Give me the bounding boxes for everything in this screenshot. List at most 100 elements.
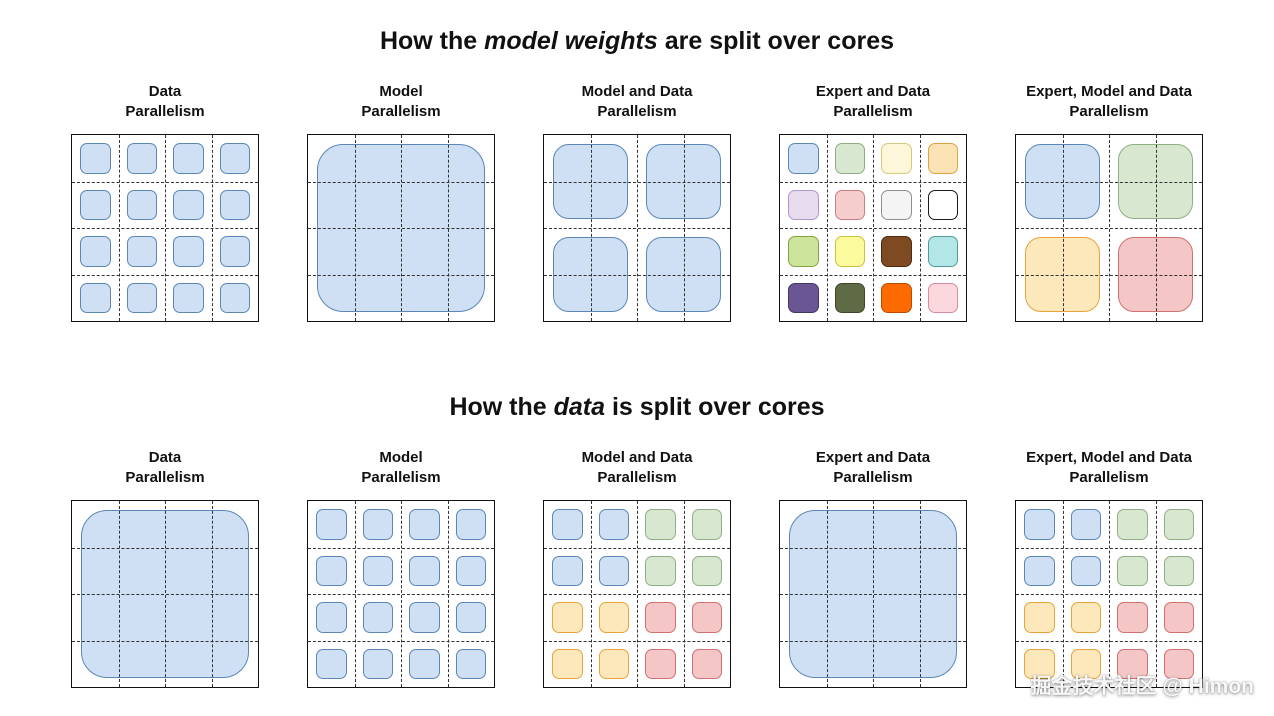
core-square-blue xyxy=(409,602,440,633)
core-square-red xyxy=(645,648,676,679)
core-square-blue xyxy=(219,282,250,313)
panel-label: Model and Data Parallelism xyxy=(581,449,693,486)
core-square-blue xyxy=(1025,144,1100,219)
title-emphasis: data xyxy=(553,393,606,421)
panel-label: Expert and Data Parallelism xyxy=(815,83,931,120)
core-square-red xyxy=(691,602,722,633)
core-square-green xyxy=(1117,555,1148,586)
core-square-blue xyxy=(789,510,957,678)
core-square-green xyxy=(645,555,676,586)
title-prefix: How the xyxy=(449,393,554,421)
section-title-model-weights: How the model weights are split over cor… xyxy=(0,26,1274,56)
core-grid xyxy=(779,500,967,688)
core-square-blue xyxy=(317,144,485,312)
core-square-red xyxy=(1117,648,1148,679)
core-square-blue xyxy=(646,237,721,312)
core-square-blue xyxy=(1024,555,1055,586)
core-square-blue xyxy=(1024,509,1055,540)
core-grid xyxy=(779,134,967,322)
core-grid xyxy=(1015,500,1203,688)
core-square-blue xyxy=(173,143,204,174)
core-grid xyxy=(1015,134,1203,322)
core-square-blue xyxy=(455,509,486,540)
panel-expert-and-data-parallelism: Expert and Data Parallelism xyxy=(773,448,973,688)
core-square-blue xyxy=(80,282,111,313)
panel-expert-model-and-data-parallelism: Expert, Model and Data Parallelism xyxy=(1009,448,1209,688)
core-square-olive xyxy=(834,282,865,313)
core-square-blue xyxy=(553,237,628,312)
core-grid xyxy=(543,500,731,688)
core-square-blue xyxy=(455,555,486,586)
core-square-rose xyxy=(834,189,865,220)
core-square-amber xyxy=(1070,648,1101,679)
core-square-blue xyxy=(316,648,347,679)
core-square-green xyxy=(645,509,676,540)
panel-label: Model and Data Parallelism xyxy=(581,83,693,120)
panel-model-and-data-parallelism: Model and Data Parallelism xyxy=(537,82,737,322)
panel-label: Model Parallelism xyxy=(361,449,441,486)
core-square-blue xyxy=(173,189,204,220)
core-square-blue xyxy=(1070,509,1101,540)
core-square-blue xyxy=(455,602,486,633)
core-grid xyxy=(71,134,259,322)
core-square-yellowgreen xyxy=(788,236,819,267)
core-square-red xyxy=(1118,237,1193,312)
core-grid xyxy=(307,134,495,322)
panel-model-parallelism: Model Parallelism xyxy=(301,448,501,688)
core-square-blue xyxy=(552,555,583,586)
panel-label: Model Parallelism xyxy=(361,83,441,120)
core-square-green xyxy=(834,143,865,174)
core-square-blue xyxy=(126,189,157,220)
core-grid xyxy=(71,500,259,688)
title-prefix: How the xyxy=(379,27,485,55)
core-square-amber xyxy=(1070,602,1101,633)
core-square-brown xyxy=(881,236,912,267)
panel-data-parallelism: Data Parallelism xyxy=(65,82,265,322)
section-data-split: How the data is split over cores Data Par… xyxy=(0,392,1274,688)
core-square-blue xyxy=(362,509,393,540)
core-square-green xyxy=(1163,555,1194,586)
core-square-blue xyxy=(362,602,393,633)
core-square-blue xyxy=(173,282,204,313)
section-model-weights: How the model weights are split over cor… xyxy=(0,0,1274,322)
core-square-pink xyxy=(927,282,958,313)
core-square-green xyxy=(1117,509,1148,540)
panel-label: Data Parallelism xyxy=(125,83,205,120)
core-grid xyxy=(543,134,731,322)
core-square-blue xyxy=(219,143,250,174)
core-square-blue xyxy=(409,509,440,540)
core-square-blue xyxy=(552,509,583,540)
core-square-amber xyxy=(598,648,629,679)
panel-model-and-data-parallelism: Model and Data Parallelism xyxy=(537,448,737,688)
panel-data-parallelism: Data Parallelism xyxy=(65,448,265,688)
core-square-blue xyxy=(598,555,629,586)
core-square-blue xyxy=(173,236,204,267)
core-square-blue xyxy=(316,555,347,586)
core-square-red xyxy=(645,602,676,633)
core-square-yellow xyxy=(834,236,865,267)
core-square-blue xyxy=(362,648,393,679)
core-square-blue xyxy=(80,236,111,267)
core-square-green xyxy=(1163,509,1194,540)
core-square-blue xyxy=(80,143,111,174)
core-square-amber xyxy=(552,648,583,679)
core-square-green xyxy=(691,509,722,540)
panel-label: Expert and Data Parallelism xyxy=(815,449,931,486)
core-square-blue xyxy=(788,143,819,174)
core-square-white xyxy=(927,189,958,220)
core-square-blue xyxy=(646,144,721,219)
core-square-cyan xyxy=(927,236,958,267)
core-square-blue xyxy=(126,143,157,174)
watermark: 掘金技术社区 @ Himon xyxy=(1030,675,1254,698)
core-square-red xyxy=(1163,648,1194,679)
core-square-blue xyxy=(598,509,629,540)
core-square-lavender xyxy=(788,189,819,220)
core-square-purple xyxy=(788,282,819,313)
core-square-blue xyxy=(316,602,347,633)
panel-row-model-weights: Data Parallelism Model Parallelism Model and… xyxy=(0,82,1274,322)
core-square-blue xyxy=(126,282,157,313)
core-square-peach xyxy=(927,143,958,174)
core-square-red xyxy=(1117,602,1148,633)
section-title-data-split: How the data is split over cores xyxy=(0,392,1274,422)
core-square-cream xyxy=(881,143,912,174)
